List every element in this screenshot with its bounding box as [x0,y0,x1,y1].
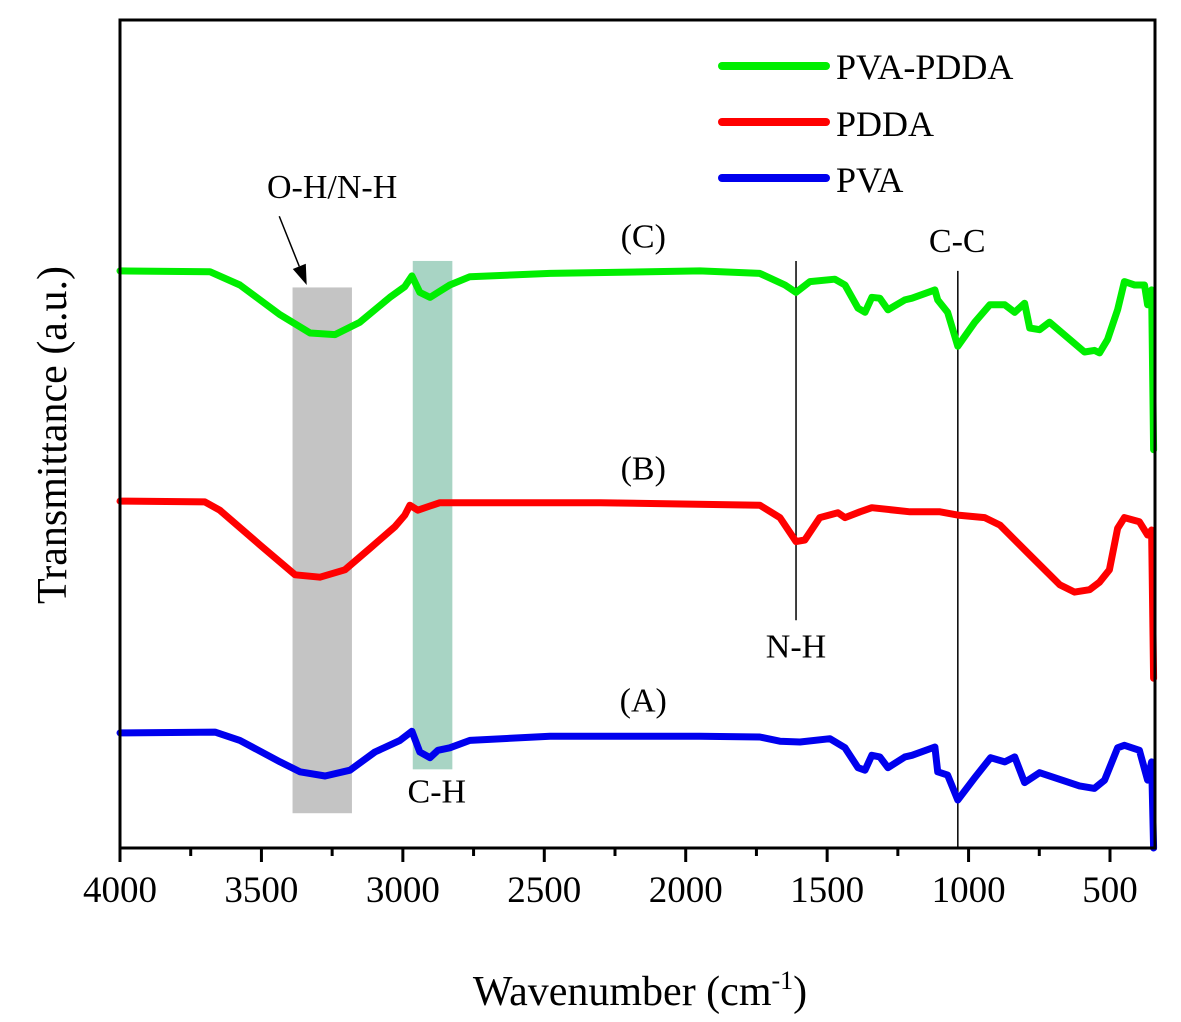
x-tick-label: 2000 [649,870,723,911]
plot-frame [118,18,1157,850]
series-line-pva-pdda [116,267,1158,454]
series-line-pva [116,727,1158,852]
annotations-layer: O-H/N-H C-H N-H C-C [267,169,986,810]
x-tick-label: 3500 [224,870,298,911]
annotation-nh: N-H [766,629,826,666]
legend-label-pdda: PDDA [836,104,934,144]
x-axis-title-main: Wavenumber (cm [473,969,772,1015]
annotation-arrow [278,215,300,267]
band-c-h [412,260,453,770]
x-axis-ticks: 4000 3500 3000 2500 2000 1500 1000 500 [83,848,1138,911]
annotation-lines [795,260,959,848]
legend-label-pva: PVA [836,160,903,200]
series-line-pdda [116,497,1158,682]
series-layer [116,267,1158,852]
series-label-a: (A) [620,682,667,719]
x-tick-label: 1500 [790,870,864,911]
annotation-cc: C-C [929,223,986,260]
x-tick-label: 1000 [932,870,1006,911]
x-axis-title-superscript: -1 [771,966,793,995]
series-label-c: (C) [621,219,666,256]
x-axis-title-suffix: ) [793,969,807,1015]
series-label-b: (B) [621,451,666,488]
arrowhead-icon [292,263,307,285]
bands-layer [292,260,453,814]
x-tick-label: 2500 [507,870,581,911]
annotation-oh-nh: O-H/N-H [267,169,397,206]
x-tick-label: 3000 [366,870,440,911]
x-tick-label: 500 [1082,870,1138,911]
x-axis-title: Wavenumber (cm-1) [473,966,807,1015]
series-labels: (C) (B) (A) [620,219,667,720]
y-axis-title: Transmittance (a.u.) [30,266,76,604]
x-tick-label: 4000 [83,870,157,911]
legend: PVA-PDDA PDDA PVA [718,47,1013,200]
band-o-h-n-h [292,287,352,814]
legend-label-pva-pdda: PVA-PDDA [836,47,1013,87]
annotation-ch: C-H [408,773,467,810]
